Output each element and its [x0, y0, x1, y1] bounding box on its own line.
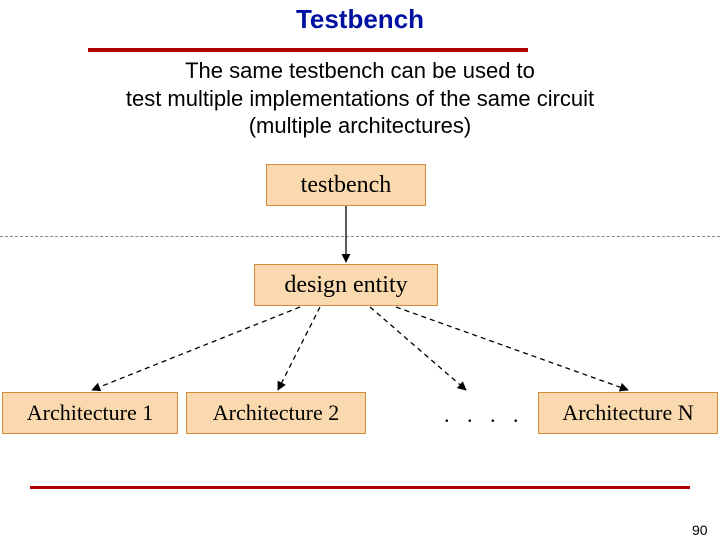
- dashed-separator: [0, 236, 720, 237]
- slide-subtitle: The same testbench can be used to test m…: [0, 57, 720, 140]
- ellipsis-dots: . . . .: [444, 402, 525, 428]
- slide-title: Testbench: [0, 4, 720, 35]
- node-architecture-2: Architecture 2: [186, 392, 366, 434]
- node-design-entity: design entity: [254, 264, 438, 306]
- edge-design-to-dots: [370, 307, 466, 390]
- edge-design-to-arch1: [92, 307, 300, 390]
- node-architecture-1: Architecture 1: [2, 392, 178, 434]
- edge-design-to-archN: [396, 307, 628, 390]
- subtitle-line-3: (multiple architectures): [249, 113, 472, 138]
- page-number: 90: [692, 522, 708, 538]
- title-underline: [88, 48, 528, 52]
- subtitle-line-2: test multiple implementations of the sam…: [126, 86, 594, 111]
- edge-design-to-arch2: [278, 307, 320, 390]
- node-testbench: testbench: [266, 164, 426, 206]
- bottom-rule: [30, 486, 690, 489]
- node-architecture-n: Architecture N: [538, 392, 718, 434]
- subtitle-line-1: The same testbench can be used to: [185, 58, 535, 83]
